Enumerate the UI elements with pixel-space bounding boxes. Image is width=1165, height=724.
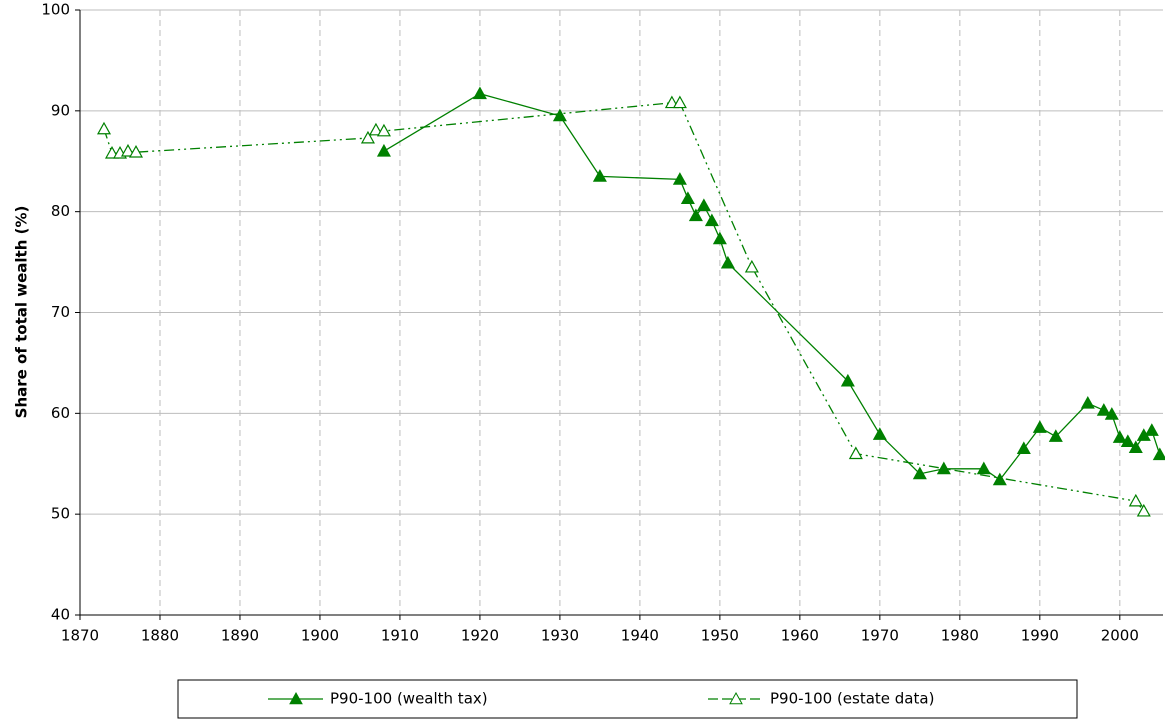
marker <box>672 172 687 185</box>
marker <box>96 121 112 135</box>
x-tick-label: 1890 <box>221 627 259 645</box>
marker <box>696 198 711 212</box>
marker <box>472 86 487 100</box>
marker <box>840 373 855 387</box>
x-tick-label: 1900 <box>301 627 339 645</box>
marker <box>376 143 391 157</box>
marker <box>376 123 391 137</box>
marker <box>872 427 887 440</box>
x-tick-label: 1950 <box>701 627 739 645</box>
x-tick-label: 1880 <box>141 627 179 645</box>
marker <box>912 466 927 480</box>
x-tick-label: 2000 <box>1101 627 1139 645</box>
marker <box>680 191 695 204</box>
x-tick-label: 1930 <box>541 627 579 645</box>
marker <box>128 144 144 158</box>
x-tick-label: 1870 <box>61 627 99 645</box>
marker <box>712 231 727 245</box>
marker <box>848 446 863 460</box>
marker <box>1128 493 1143 507</box>
marker <box>1120 434 1135 447</box>
legend-label: P90-100 (estate data) <box>770 690 934 708</box>
x-tick-label: 1980 <box>941 627 979 645</box>
series-line <box>103 102 1145 512</box>
marker <box>1128 440 1143 454</box>
marker <box>120 143 136 157</box>
marker <box>360 130 375 144</box>
x-tick-label: 1940 <box>621 627 659 645</box>
legend-marker <box>729 691 743 705</box>
y-tick-label: 100 <box>41 1 70 19</box>
legend-label: P90-100 (wealth tax) <box>330 690 488 708</box>
x-tick-label: 1920 <box>461 627 499 645</box>
y-tick-label: 60 <box>51 404 70 422</box>
series-line <box>383 92 1161 481</box>
marker <box>1104 407 1119 420</box>
marker <box>1032 420 1047 433</box>
marker <box>1152 447 1165 461</box>
y-tick-label: 50 <box>51 505 70 523</box>
x-tick-label: 1910 <box>381 627 419 645</box>
y-tick-label: 90 <box>51 101 70 119</box>
y-tick-label: 40 <box>51 606 70 624</box>
marker <box>1144 423 1159 436</box>
marker <box>552 108 567 122</box>
marker <box>992 472 1007 486</box>
marker <box>1112 430 1127 443</box>
marker <box>1048 429 1063 442</box>
x-tick-label: 1960 <box>781 627 819 645</box>
marker <box>704 213 719 227</box>
marker <box>976 461 991 475</box>
y-tick-label: 80 <box>51 202 70 220</box>
x-tick-label: 1990 <box>1021 627 1059 645</box>
marker <box>1016 441 1031 455</box>
y-tick-label: 70 <box>51 303 70 321</box>
y-axis-label: Share of total wealth (%) <box>13 206 31 419</box>
marker <box>744 259 759 273</box>
marker <box>720 255 735 269</box>
legend-marker <box>289 691 303 705</box>
marker <box>592 169 607 182</box>
x-tick-label: 1970 <box>861 627 899 645</box>
marker <box>672 95 687 109</box>
legend-box <box>177 679 1078 719</box>
marker <box>1136 503 1151 517</box>
marker <box>688 208 703 222</box>
marker <box>1096 403 1111 416</box>
marker <box>1080 396 1095 409</box>
marker <box>368 122 383 136</box>
